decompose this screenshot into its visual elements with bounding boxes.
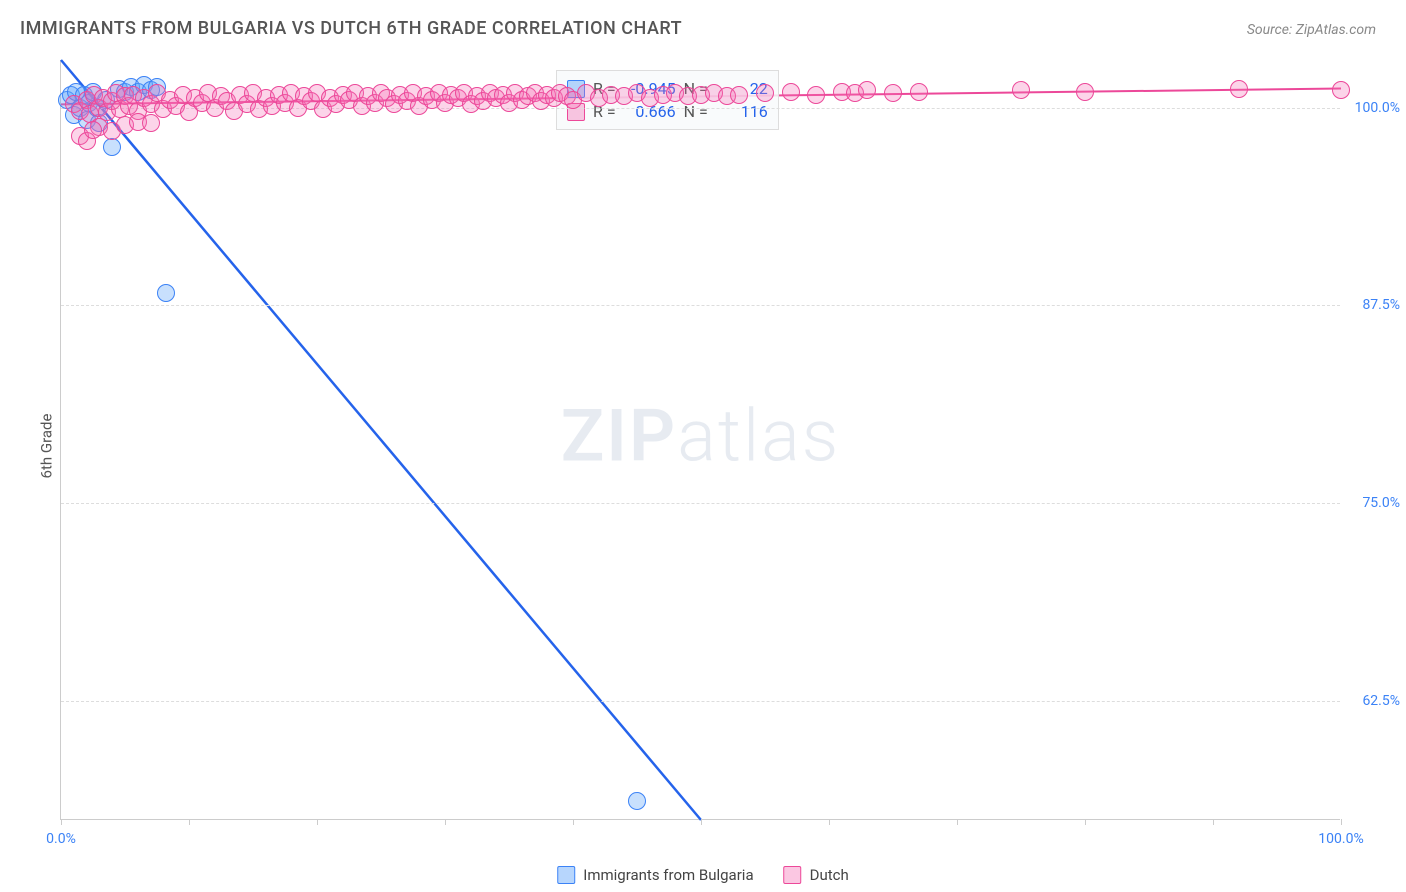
watermark: ZIPatlas bbox=[561, 393, 841, 478]
x-tick-mark bbox=[573, 819, 574, 825]
watermark-atlas: atlas bbox=[677, 393, 840, 478]
scatter-point-pink bbox=[1012, 81, 1030, 99]
legend-swatch-blue-icon bbox=[557, 866, 575, 884]
x-tick-mark bbox=[1213, 819, 1214, 825]
x-tick-mark bbox=[1085, 819, 1086, 825]
trend-lines-layer bbox=[61, 60, 1341, 820]
scatter-point-pink bbox=[807, 86, 825, 104]
source-attribution: Source: ZipAtlas.com bbox=[1247, 22, 1376, 38]
x-tick-mark bbox=[701, 819, 702, 825]
scatter-point-pink bbox=[782, 83, 800, 101]
scatter-point-pink bbox=[858, 81, 876, 99]
scatter-point-pink bbox=[1332, 81, 1350, 99]
y-tick-label: 75.0% bbox=[1345, 495, 1400, 511]
scatter-point-pink bbox=[84, 121, 102, 139]
scatter-point-pink bbox=[756, 84, 774, 102]
gridline-h bbox=[61, 701, 1340, 702]
legend-swatch-pink-icon bbox=[784, 866, 802, 884]
chart-title: IMMIGRANTS FROM BULGARIA VS DUTCH 6TH GR… bbox=[20, 18, 682, 39]
y-tick-label: 100.0% bbox=[1345, 100, 1400, 116]
scatter-point-pink bbox=[142, 114, 160, 132]
x-tick-mark bbox=[829, 819, 830, 825]
bottom-legend: Immigrants from Bulgaria Dutch bbox=[557, 866, 849, 884]
gridline-h bbox=[61, 503, 1340, 504]
scatter-point-pink bbox=[1230, 80, 1248, 98]
scatter-point-blue bbox=[103, 138, 121, 156]
y-axis-label: 6th Grade bbox=[37, 414, 55, 479]
scatter-point-blue bbox=[157, 284, 175, 302]
x-tick-mark bbox=[1341, 819, 1342, 825]
chart-container: IMMIGRANTS FROM BULGARIA VS DUTCH 6TH GR… bbox=[0, 0, 1406, 892]
y-tick-label: 87.5% bbox=[1345, 297, 1400, 313]
x-tick-mark bbox=[317, 819, 318, 825]
gridline-h bbox=[61, 305, 1340, 306]
x-tick-mark bbox=[445, 819, 446, 825]
legend-label-blue: Immigrants from Bulgaria bbox=[583, 866, 753, 884]
trend-line-blue bbox=[61, 60, 701, 820]
plot-area: ZIPatlas R = -0.945 N = 22 R = 0.666 N =… bbox=[60, 60, 1340, 820]
x-tick-mark bbox=[189, 819, 190, 825]
x-tick-label: 100.0% bbox=[1318, 831, 1363, 847]
x-tick-label: 0.0% bbox=[46, 831, 76, 847]
scatter-point-pink bbox=[730, 86, 748, 104]
watermark-zip: ZIP bbox=[561, 393, 677, 478]
legend-label-pink: Dutch bbox=[810, 866, 849, 884]
scatter-point-blue bbox=[628, 792, 646, 810]
y-tick-label: 62.5% bbox=[1345, 693, 1400, 709]
x-tick-mark bbox=[957, 819, 958, 825]
scatter-point-pink bbox=[910, 83, 928, 101]
scatter-point-pink bbox=[1076, 83, 1094, 101]
x-tick-mark bbox=[61, 819, 62, 825]
scatter-point-pink bbox=[884, 84, 902, 102]
legend-item-blue: Immigrants from Bulgaria bbox=[557, 866, 753, 884]
legend-item-pink: Dutch bbox=[784, 866, 849, 884]
